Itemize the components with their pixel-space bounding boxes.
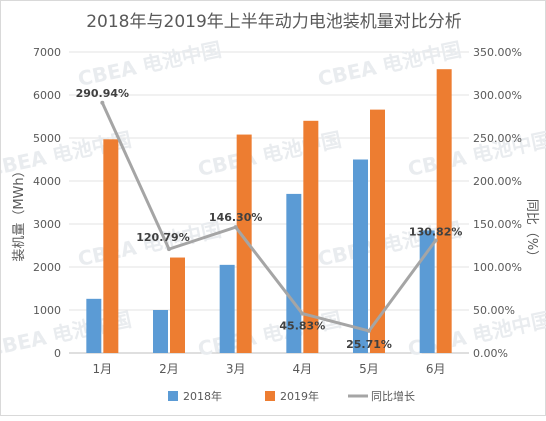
bar-2018	[419, 230, 435, 353]
growth-point	[233, 225, 238, 230]
x-tick-label: 1月	[93, 362, 113, 376]
growth-point	[300, 311, 305, 316]
bar-2019	[436, 69, 452, 353]
legend-swatch	[265, 391, 275, 401]
y-axis-label: 装机量（MWh）	[12, 164, 27, 261]
y-tick-label: 7000	[33, 46, 61, 59]
y-tick-label: 6000	[33, 89, 61, 102]
legend-label: 2019年	[280, 389, 319, 403]
data-labels: 290.94% 120.79% 146.30% 45.83% 25.71% 130.82%	[76, 87, 463, 351]
y2-axis-label: 同比（%）	[524, 199, 539, 263]
gridlines	[69, 51, 469, 354]
y-axis-ticks: 0 1000 2000 3000 4000 5000 6000 7000	[33, 46, 61, 360]
growth-point	[433, 238, 438, 243]
bar-2018	[86, 298, 102, 353]
data-label: 290.94%	[76, 87, 129, 100]
bar-2018	[353, 159, 368, 353]
x-tick-label: 5月	[359, 362, 379, 376]
bar-2018	[286, 193, 302, 353]
bars	[86, 69, 452, 354]
y2-tick-label: 0.00%	[473, 347, 508, 360]
bar-2019	[303, 120, 319, 353]
data-label: 120.79%	[136, 231, 189, 244]
growth-line-path	[100, 102, 437, 333]
legend-label: 同比增长	[371, 389, 415, 403]
watermark-text: CBEA 电池中国	[76, 217, 224, 271]
data-label: 146.30%	[209, 211, 262, 224]
y2-tick-label: 150.00%	[473, 218, 522, 231]
bar-2019	[103, 139, 119, 353]
y2-tick-label: 300.00%	[473, 89, 522, 102]
x-tick-label: 4月	[293, 362, 313, 376]
y-tick-label: 0	[54, 347, 61, 360]
data-label: 130.82%	[409, 225, 462, 238]
y2-tick-label: 350.00%	[473, 46, 522, 59]
y-tick-label: 5000	[33, 132, 61, 145]
x-axis-ticks: 1月 2月 3月 4月 5月 6月	[93, 362, 446, 376]
y-tick-label: 1000	[33, 304, 61, 317]
bar-2019	[370, 109, 385, 354]
bar-2019	[170, 257, 185, 353]
y2-tick-label: 250.00%	[473, 132, 522, 145]
x-tick-label: 3月	[226, 362, 246, 376]
y2-tick-label: 100.00%	[473, 261, 522, 274]
x-tick-label: 6月	[426, 362, 446, 376]
y2-axis-ticks: 0.00% 50.00% 100.00% 150.00% 200.00% 250.00% 3…	[473, 46, 522, 360]
data-label: 45.83%	[279, 320, 325, 333]
chart-title: 2018年与2019年上半年动力电池装机量对比分析	[86, 12, 462, 32]
legend-swatch	[168, 391, 178, 401]
watermark-text: CBEA 电池中国	[76, 37, 224, 91]
y-tick-label: 2000	[33, 261, 61, 274]
bar-2018	[153, 310, 168, 353]
data-label: 25.71%	[346, 338, 392, 351]
y2-tick-label: 200.00%	[473, 175, 522, 188]
growth-point	[367, 328, 371, 333]
legend-label: 2018年	[183, 389, 222, 403]
y-tick-label: 4000	[33, 175, 61, 188]
watermark-text: CBEA 电池中国	[196, 127, 344, 181]
x-tick-label: 2月	[159, 362, 179, 376]
y2-tick-label: 50.00%	[473, 304, 515, 317]
growth-point	[167, 247, 171, 252]
legend: 2018年 2019年 同比增长	[168, 389, 415, 403]
bar-2018	[219, 264, 235, 353]
y-tick-label: 3000	[33, 218, 61, 231]
bar-2019	[236, 134, 252, 353]
growth-line	[100, 100, 438, 333]
growth-point	[100, 100, 105, 105]
